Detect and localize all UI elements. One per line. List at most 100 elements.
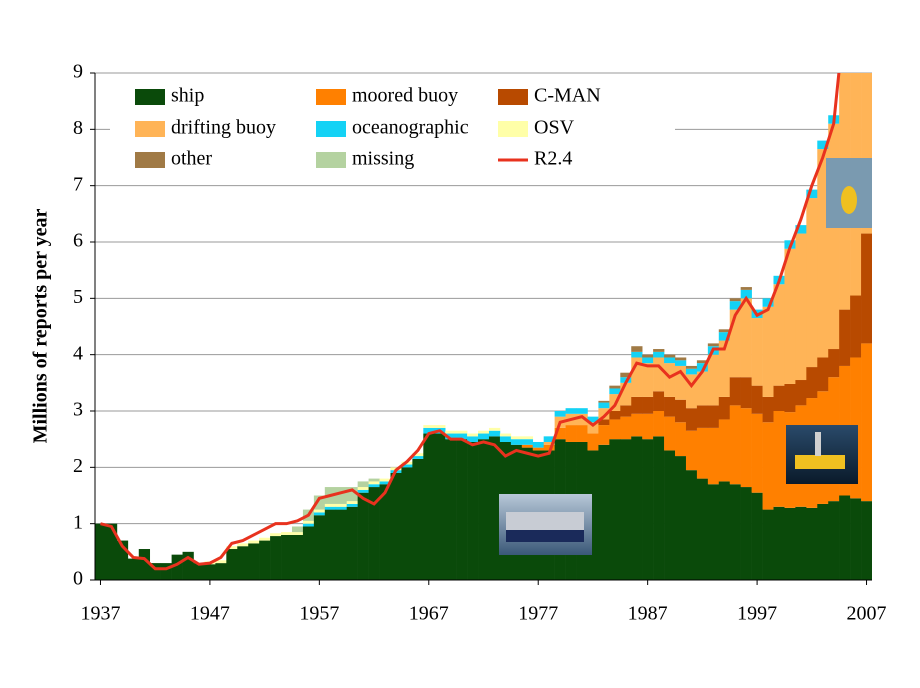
x-tick-label: 1997: [737, 603, 777, 625]
photo-ship: [499, 494, 592, 555]
bar-segment: [762, 396, 774, 423]
photo-drifting-buoy: [826, 158, 872, 228]
bar-segment: [335, 503, 348, 507]
bar-segment: [346, 501, 358, 504]
bar-segment: [685, 470, 698, 580]
bar-segment: [412, 453, 424, 457]
bar-segment: [302, 526, 315, 580]
bar-segment: [510, 439, 523, 445]
bar-segment: [499, 436, 512, 442]
legend-label: moored buoy: [352, 85, 458, 107]
bar-segment: [598, 400, 610, 403]
bar-segment: [488, 430, 501, 437]
bar-segment: [532, 441, 544, 448]
bar-segment: [237, 546, 249, 580]
bar-segment: [828, 349, 840, 378]
bar-segment: [313, 509, 326, 513]
bar-segment: [368, 487, 380, 580]
bar-segment: [664, 450, 676, 580]
x-tick-label: 1977: [518, 603, 558, 625]
bar-segment: [478, 439, 490, 580]
bar-segment: [478, 433, 490, 440]
bar-segment: [718, 329, 731, 333]
bar-segment: [861, 343, 872, 502]
bar-segment: [729, 377, 741, 406]
legend-box: [110, 80, 675, 176]
bar-segment: [237, 543, 249, 547]
bar-segment: [609, 439, 621, 580]
x-tick-label: 1987: [628, 603, 668, 625]
y-tick-label: 6: [73, 230, 83, 252]
bar-segment: [696, 371, 709, 406]
bar-segment: [707, 343, 720, 347]
bar-segment: [631, 351, 643, 358]
bar-segment: [401, 464, 413, 468]
y-tick-label: 7: [73, 173, 83, 195]
bar-segment: [839, 309, 851, 366]
bar-segment: [773, 411, 785, 507]
bar-segment: [806, 507, 818, 580]
bar-segment: [817, 357, 829, 392]
bar-segment: [467, 441, 479, 580]
bar-segment: [248, 540, 260, 544]
bar-segment: [675, 357, 687, 361]
bar-segment: [850, 498, 862, 580]
bar-segment: [696, 360, 709, 364]
bar-segment: [664, 363, 676, 397]
y-tick-label: 2: [73, 455, 83, 477]
bar-segment: [631, 413, 643, 437]
y-tick-label: 5: [73, 286, 83, 308]
bar-segment: [456, 439, 468, 580]
bar-segment: [412, 456, 424, 459]
bar-segment: [762, 306, 774, 397]
legend-label: other: [171, 148, 212, 170]
bar-segment: [795, 233, 807, 381]
bar-segment: [445, 433, 457, 440]
bar-segment: [368, 481, 380, 485]
bar-segment: [488, 427, 501, 431]
bar-segment: [291, 532, 304, 535]
bar-segment: [226, 549, 238, 580]
bar-segment: [751, 492, 763, 580]
bar-segment: [817, 140, 829, 150]
bar-segment: [346, 506, 358, 580]
bar-segment: [226, 546, 238, 550]
bar-segment: [160, 563, 172, 580]
bar-segment: [598, 419, 610, 426]
bar-segment: [587, 450, 599, 580]
bar-segment: [609, 411, 621, 420]
bar-segment: [357, 487, 369, 490]
bar-segment: [707, 427, 720, 485]
y-tick-label: 9: [73, 61, 83, 83]
bar-segment: [543, 441, 555, 445]
bar-segment: [521, 444, 534, 448]
bar-segment: [467, 433, 479, 437]
bar-segment: [423, 433, 435, 580]
bar-segment: [762, 422, 774, 510]
bar-segment: [740, 287, 752, 290]
bar-segment: [95, 523, 107, 580]
y-tick-label: 4: [73, 342, 83, 364]
bar-segment: [685, 365, 698, 369]
bar-segment: [543, 436, 555, 442]
bar-segment: [587, 416, 599, 423]
photo-moored-buoy: [786, 425, 858, 484]
legend-label: oceanographic: [352, 117, 469, 139]
bar-segment: [346, 503, 358, 507]
bar-segment: [653, 357, 665, 392]
bar-segment: [379, 481, 391, 485]
bar-segment: [620, 405, 632, 417]
bar-segment: [467, 436, 479, 442]
x-tick-label: 2007: [847, 603, 887, 625]
bar-segment: [587, 433, 599, 451]
bar-segment: [806, 367, 818, 399]
bar-segment: [696, 478, 709, 580]
bar-segment: [795, 225, 807, 234]
bar-segment: [839, 495, 851, 580]
bar-segment: [620, 382, 632, 406]
bar-segment: [456, 433, 468, 440]
bar-segment: [609, 419, 621, 440]
bar-segment: [259, 540, 271, 580]
bar-segment: [565, 425, 577, 442]
bar-segment: [729, 298, 741, 302]
